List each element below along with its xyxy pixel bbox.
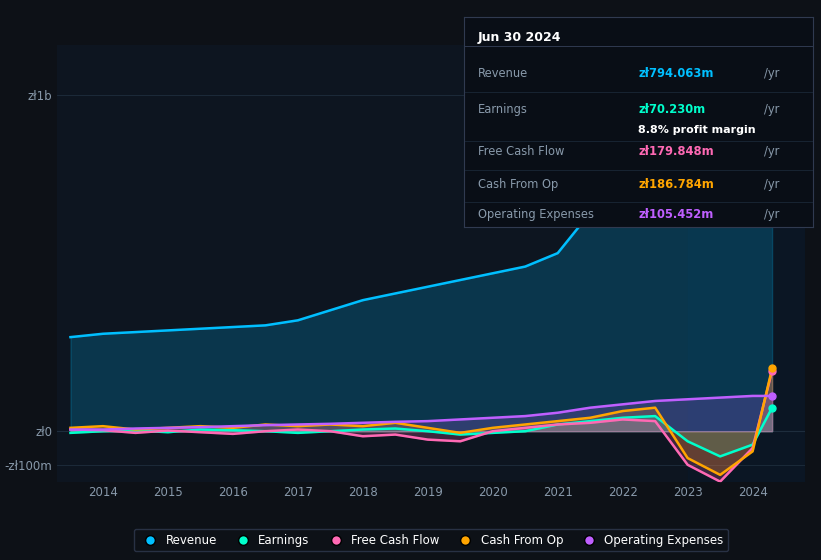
Point xyxy=(765,391,778,400)
Text: zł70.230m: zł70.230m xyxy=(639,102,705,116)
Text: /yr: /yr xyxy=(764,178,779,192)
Text: Jun 30 2024: Jun 30 2024 xyxy=(478,31,562,44)
Text: Revenue: Revenue xyxy=(478,67,528,80)
Text: /yr: /yr xyxy=(764,208,779,221)
Text: 8.8% profit margin: 8.8% profit margin xyxy=(639,125,756,135)
Text: zł186.784m: zł186.784m xyxy=(639,178,714,192)
Bar xyxy=(688,45,805,482)
Text: Cash From Op: Cash From Op xyxy=(478,178,558,192)
Point xyxy=(765,403,778,412)
Text: Operating Expenses: Operating Expenses xyxy=(478,208,594,221)
Point xyxy=(765,364,778,373)
Text: Earnings: Earnings xyxy=(478,102,528,116)
Text: zł794.063m: zł794.063m xyxy=(639,67,713,80)
Point xyxy=(765,160,778,169)
Point xyxy=(765,366,778,375)
Text: /yr: /yr xyxy=(764,102,779,116)
Text: Free Cash Flow: Free Cash Flow xyxy=(478,144,564,158)
Text: /yr: /yr xyxy=(764,144,779,158)
Legend: Revenue, Earnings, Free Cash Flow, Cash From Op, Operating Expenses: Revenue, Earnings, Free Cash Flow, Cash … xyxy=(134,529,728,552)
Text: zł179.848m: zł179.848m xyxy=(639,144,714,158)
Text: /yr: /yr xyxy=(764,67,779,80)
Text: zł105.452m: zł105.452m xyxy=(639,208,713,221)
